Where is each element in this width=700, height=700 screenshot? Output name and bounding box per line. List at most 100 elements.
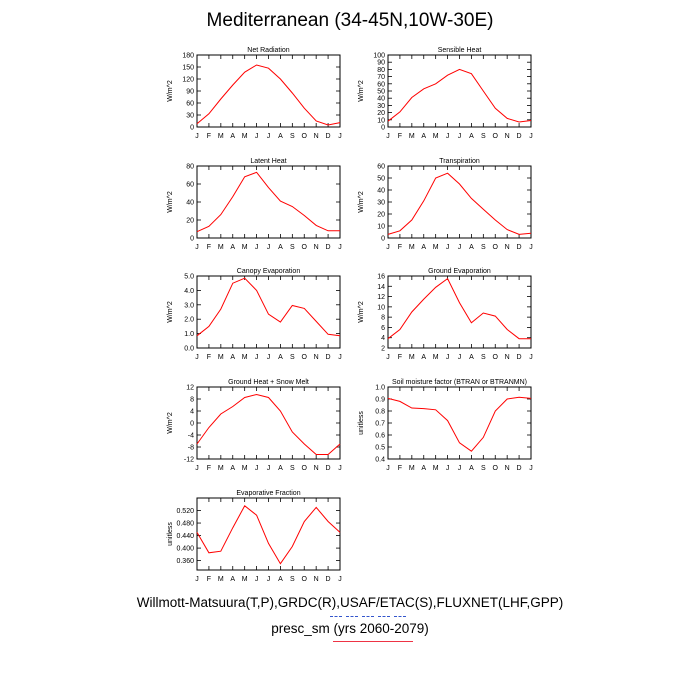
- y-tick-label: 8: [190, 397, 194, 404]
- x-tick-label: J: [338, 354, 342, 361]
- x-tick-label: J: [195, 244, 199, 251]
- y-tick-label: 40: [377, 188, 385, 195]
- x-tick-label: D: [517, 465, 522, 472]
- y-tick-label: 0.5: [375, 445, 385, 452]
- x-tick-label: D: [326, 354, 331, 361]
- y-tick-label: 40: [186, 200, 194, 207]
- x-tick-label: A: [278, 244, 283, 251]
- chart-panel-9: Evaporative Fraction unitless 0.360 0.400 0.…: [167, 490, 342, 583]
- y-tick-label: 2.0: [184, 317, 194, 324]
- plot-frame: [387, 386, 532, 460]
- y-tick-label: 40: [377, 96, 385, 103]
- x-tick-label: M: [409, 465, 415, 472]
- panel-title: Ground Heat + Snow Melt: [228, 379, 309, 386]
- y-tick-label: 80: [377, 67, 385, 74]
- x-tick-label: A: [421, 244, 426, 251]
- chart-panel-8: Soil moisture factor (BTRAN or BTRANMN) u…: [358, 379, 533, 472]
- x-tick-label: M: [409, 133, 415, 140]
- y-tick-label: 0.520: [176, 508, 194, 515]
- series-line-presc_sm: [196, 505, 341, 565]
- x-tick-label: J: [255, 354, 259, 361]
- x-tick-label: J: [267, 133, 271, 140]
- x-tick-label: M: [242, 354, 248, 361]
- x-tick-label: O: [302, 576, 308, 583]
- x-tick-label: A: [469, 354, 474, 361]
- x-tick-label: S: [481, 244, 486, 251]
- x-tick-label: D: [517, 244, 522, 251]
- x-tick-label: A: [469, 133, 474, 140]
- y-tick-label: 180: [182, 53, 194, 60]
- y-tick-label: 0: [190, 125, 194, 132]
- y-tick-label: 0: [381, 125, 385, 132]
- legend-obs-dash-2: [346, 616, 358, 617]
- y-tick-label: 0.7: [375, 421, 385, 428]
- x-tick-label: A: [278, 576, 283, 583]
- x-tick-label: A: [230, 354, 235, 361]
- y-tick-label: 0.9: [375, 397, 385, 404]
- x-tick-label: S: [290, 465, 295, 472]
- x-tick-label: M: [433, 354, 439, 361]
- y-tick-label: 8: [381, 315, 385, 322]
- x-tick-label: A: [230, 133, 235, 140]
- x-tick-label: J: [529, 133, 533, 140]
- series-line-presc_sm: [196, 171, 340, 233]
- x-tick-label: J: [386, 465, 390, 472]
- x-tick-label: J: [195, 133, 199, 140]
- y-tick-label: 20: [377, 212, 385, 219]
- x-tick-label: A: [278, 354, 283, 361]
- y-tick-label: 12: [186, 385, 194, 392]
- x-tick-label: D: [517, 133, 522, 140]
- x-tick-label: S: [481, 133, 486, 140]
- x-tick-label: A: [421, 133, 426, 140]
- x-tick-label: J: [338, 576, 342, 583]
- x-tick-label: S: [290, 576, 295, 583]
- x-tick-label: S: [290, 133, 295, 140]
- x-tick-label: N: [314, 576, 319, 583]
- x-tick-label: O: [493, 244, 499, 251]
- x-tick-label: N: [505, 465, 510, 472]
- y-tick-label: 4: [190, 409, 194, 416]
- legend-obs-dash-3: [362, 616, 374, 617]
- panel-title: Sensible Heat: [438, 47, 482, 54]
- y-tick-label: 90: [377, 60, 385, 67]
- series-line-presc_sm: [387, 396, 532, 452]
- x-tick-label: F: [207, 465, 211, 472]
- panel-title: Latent Heat: [250, 158, 286, 165]
- y-tick-label: 4.0: [184, 288, 194, 295]
- y-tick-label: 0.360: [176, 558, 194, 565]
- x-tick-label: A: [469, 244, 474, 251]
- series-line-presc_sm: [387, 172, 532, 235]
- y-axis-label: W/m^2: [358, 191, 365, 213]
- x-tick-label: J: [446, 133, 450, 140]
- x-tick-label: O: [493, 133, 499, 140]
- y-axis-label: unitless: [167, 522, 174, 546]
- x-tick-label: J: [458, 465, 462, 472]
- legend-obs-dash-5: [394, 616, 406, 617]
- x-tick-label: J: [446, 354, 450, 361]
- series-line-presc_sm: [196, 393, 341, 455]
- panel-title: Canopy Evaporation: [237, 268, 301, 275]
- x-tick-label: O: [302, 133, 308, 140]
- y-tick-label: 0.8: [375, 409, 385, 416]
- x-tick-label: N: [505, 133, 510, 140]
- x-tick-label: J: [458, 354, 462, 361]
- y-axis-label: W/m^2: [167, 191, 174, 213]
- x-tick-label: A: [421, 354, 426, 361]
- panel-title: Net Radiation: [247, 47, 290, 54]
- x-tick-label: M: [242, 465, 248, 472]
- x-tick-label: M: [218, 576, 224, 583]
- x-tick-label: J: [195, 354, 199, 361]
- y-tick-label: 0.400: [176, 546, 194, 553]
- x-tick-label: F: [207, 244, 211, 251]
- x-tick-label: N: [314, 133, 319, 140]
- x-tick-label: N: [505, 354, 510, 361]
- y-axis-label: W/m^2: [358, 80, 365, 102]
- y-tick-label: 0.0: [184, 346, 194, 353]
- x-tick-label: A: [278, 133, 283, 140]
- plot-frame: [387, 275, 532, 349]
- x-tick-label: J: [267, 354, 271, 361]
- chart-panel-7: Ground Heat + Snow Melt W/m^2 -12 -8 -4 0 4 8 12…: [167, 379, 342, 472]
